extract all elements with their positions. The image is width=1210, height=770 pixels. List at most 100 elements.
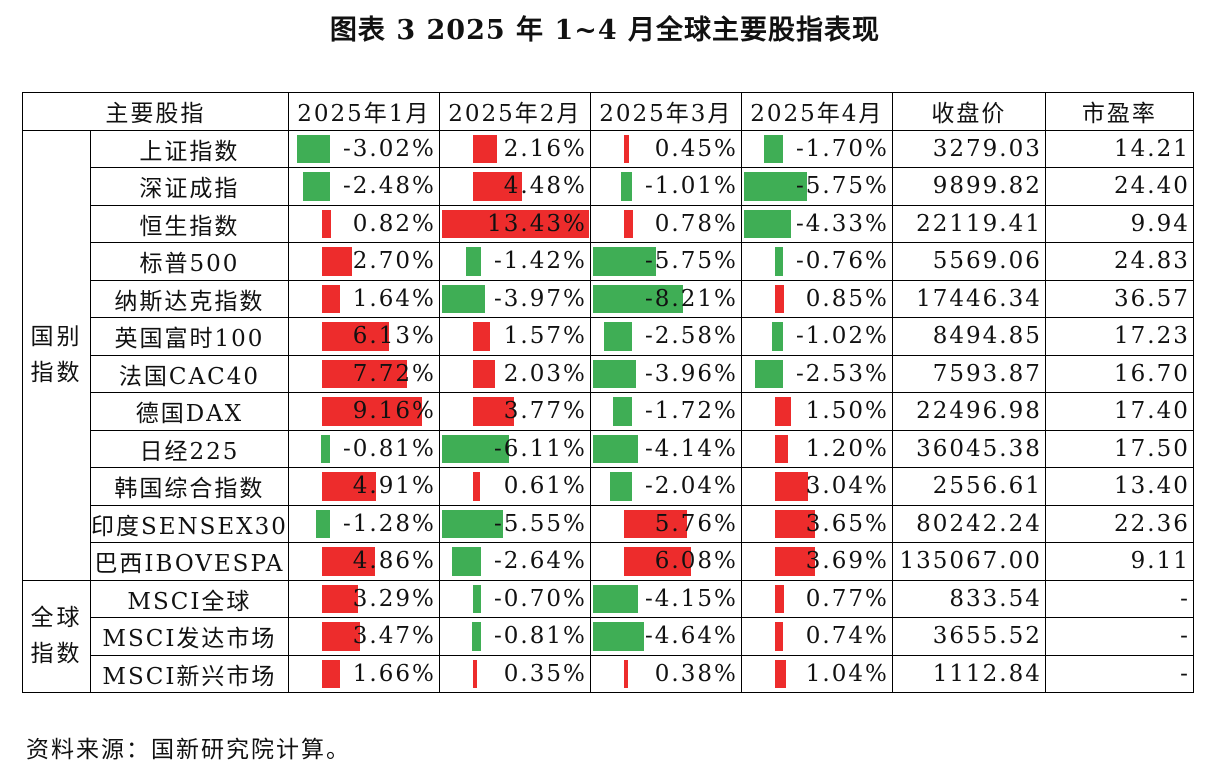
pe-ratio: 13.40	[1044, 467, 1194, 506]
negative-bar	[603, 322, 633, 351]
negative-bar	[297, 134, 331, 163]
month-return-cell: -0.76%	[740, 242, 893, 281]
close-price: 3279.03	[891, 129, 1046, 168]
negative-bar	[452, 547, 482, 576]
positive-bar	[441, 209, 589, 238]
month-return-cell: 2.70%	[287, 242, 440, 281]
month-return-value: -3.96%	[645, 360, 738, 387]
month-return-value: -2.53%	[796, 360, 889, 387]
month-return-value: -5.75%	[796, 173, 889, 200]
table-row: 日经225 -0.81% -6.11% -4.14% 1.20% 36045.38 17.5…	[23, 429, 1194, 468]
pe-ratio: 36.57	[1044, 279, 1194, 318]
positive-bar	[322, 359, 407, 388]
table-body: 国别 指数 上证指数 -3.02% 2.16% 0.45% -1.70% 3279.03 14.…	[22, 129, 1194, 693]
pe-ratio: 17.23	[1044, 317, 1194, 356]
positive-bar	[473, 397, 515, 426]
month-return-value: -1.28%	[343, 510, 436, 537]
month-return-value: 2.70%	[352, 248, 436, 275]
pe-ratio: 22.36	[1044, 504, 1194, 543]
month-return-cell: 1.66%	[287, 654, 440, 693]
table-row: 恒生指数 0.82% 13.43% 0.78% -4.33% 22119.41 9.94	[23, 204, 1194, 243]
table-row: 法国CAC40 7.72% 2.03% -3.96% -2.53% 7593.87 16.7…	[23, 354, 1194, 393]
close-price: 8494.85	[891, 317, 1046, 356]
index-name: 标普500	[90, 242, 289, 281]
header-index-name: 主要股指	[22, 92, 289, 131]
positive-bar	[473, 172, 523, 201]
index-name: 日经225	[90, 429, 289, 468]
close-price: 9899.82	[891, 167, 1046, 206]
positive-bar	[322, 209, 332, 238]
month-return-value: 1.57%	[503, 323, 587, 350]
month-return-value: -4.64%	[645, 623, 738, 650]
month-return-cell: 13.43%	[438, 204, 591, 243]
header-pe: 市盈率	[1044, 92, 1194, 131]
month-return-cell: 6.08%	[589, 542, 742, 581]
month-return-value: 0.45%	[654, 135, 738, 162]
month-return-value: -3.02%	[343, 135, 436, 162]
negative-bar	[592, 247, 656, 276]
month-return-value: -2.64%	[494, 548, 587, 575]
positive-bar	[473, 134, 497, 163]
month-return-cell: -4.64%	[589, 617, 742, 656]
positive-bar	[775, 434, 789, 463]
month-return-value: 3.69%	[805, 548, 889, 575]
negative-bar	[613, 397, 633, 426]
month-return-cell: -4.14%	[589, 429, 742, 468]
table-row: 印度SENSEX30 -1.28% -5.55% 5.76% 3.65% 80242.24…	[23, 504, 1194, 543]
positive-bar	[473, 322, 491, 351]
pe-ratio: 24.83	[1044, 242, 1194, 281]
positive-bar	[473, 472, 480, 501]
month-return-cell: -3.97%	[438, 279, 591, 318]
negative-bar	[592, 359, 637, 388]
table-row: MSCI发达市场 3.47% -0.81% -4.64% 0.74% 3655.52-	[23, 617, 1194, 656]
header-close: 收盘价	[891, 92, 1046, 131]
month-return-cell: -0.81%	[438, 617, 591, 656]
index-name: MSCI发达市场	[90, 617, 289, 656]
month-return-value: -4.14%	[645, 435, 738, 462]
close-price: 2556.61	[891, 467, 1046, 506]
header-apr: 2025年4月	[740, 92, 893, 131]
positive-bar	[775, 622, 784, 651]
negative-bar	[764, 134, 784, 163]
negative-bar	[621, 172, 633, 201]
positive-bar	[473, 359, 496, 388]
index-name: 韩国综合指数	[90, 467, 289, 506]
month-return-value: 3.04%	[805, 473, 889, 500]
negative-bar	[302, 172, 331, 201]
month-return-value: -1.02%	[796, 323, 889, 350]
close-price: 36045.38	[891, 429, 1046, 468]
close-price: 833.54	[891, 579, 1046, 618]
month-return-value: -2.04%	[645, 473, 738, 500]
month-return-value: -8.21%	[645, 285, 738, 312]
positive-bar	[322, 472, 376, 501]
month-return-value: -1.01%	[645, 173, 738, 200]
month-return-cell: 5.76%	[589, 504, 742, 543]
negative-bar	[592, 622, 644, 651]
table-row: MSCI新兴市场 1.66% 0.35% 0.38% 1.04% 1112.84-	[23, 654, 1194, 693]
month-return-value: -1.70%	[796, 135, 889, 162]
pe-ratio: -	[1044, 654, 1194, 693]
negative-bar	[321, 434, 331, 463]
month-return-cell: 1.04%	[740, 654, 893, 693]
positive-bar	[624, 209, 633, 238]
index-name: 印度SENSEX30	[90, 504, 289, 543]
month-return-value: 1.66%	[352, 660, 436, 687]
month-return-cell: -1.28%	[287, 504, 440, 543]
table-row: 国别 指数 上证指数 -3.02% 2.16% 0.45% -1.70% 3279.03 14.…	[22, 129, 1194, 581]
table-row: 英国富时100 6.13% 1.57% -2.58% -1.02% 8494.85 17.2…	[23, 317, 1194, 356]
month-return-cell: -5.75%	[740, 167, 893, 206]
month-return-value: 6.13%	[352, 323, 436, 350]
month-return-value: -1.42%	[494, 248, 587, 275]
month-return-value: 6.08%	[654, 548, 738, 575]
month-return-value: -2.48%	[343, 173, 436, 200]
month-return-value: -4.15%	[645, 585, 738, 612]
month-return-value: 1.20%	[805, 435, 889, 462]
month-return-value: 2.16%	[503, 135, 587, 162]
month-return-value: 0.35%	[503, 660, 587, 687]
month-return-value: -2.58%	[645, 323, 738, 350]
close-price: 135067.00	[891, 542, 1046, 581]
table-row: 德国DAX 9.16% 3.77% -1.72% 1.50% 22496.98 17.40	[23, 392, 1194, 431]
month-return-value: 13.43%	[487, 210, 587, 237]
index-name: MSCI新兴市场	[90, 654, 289, 693]
table-row: 全球 指数 MSCI全球 3.29% -0.70% -4.15% 0.77% 833.54-	[22, 579, 1194, 693]
